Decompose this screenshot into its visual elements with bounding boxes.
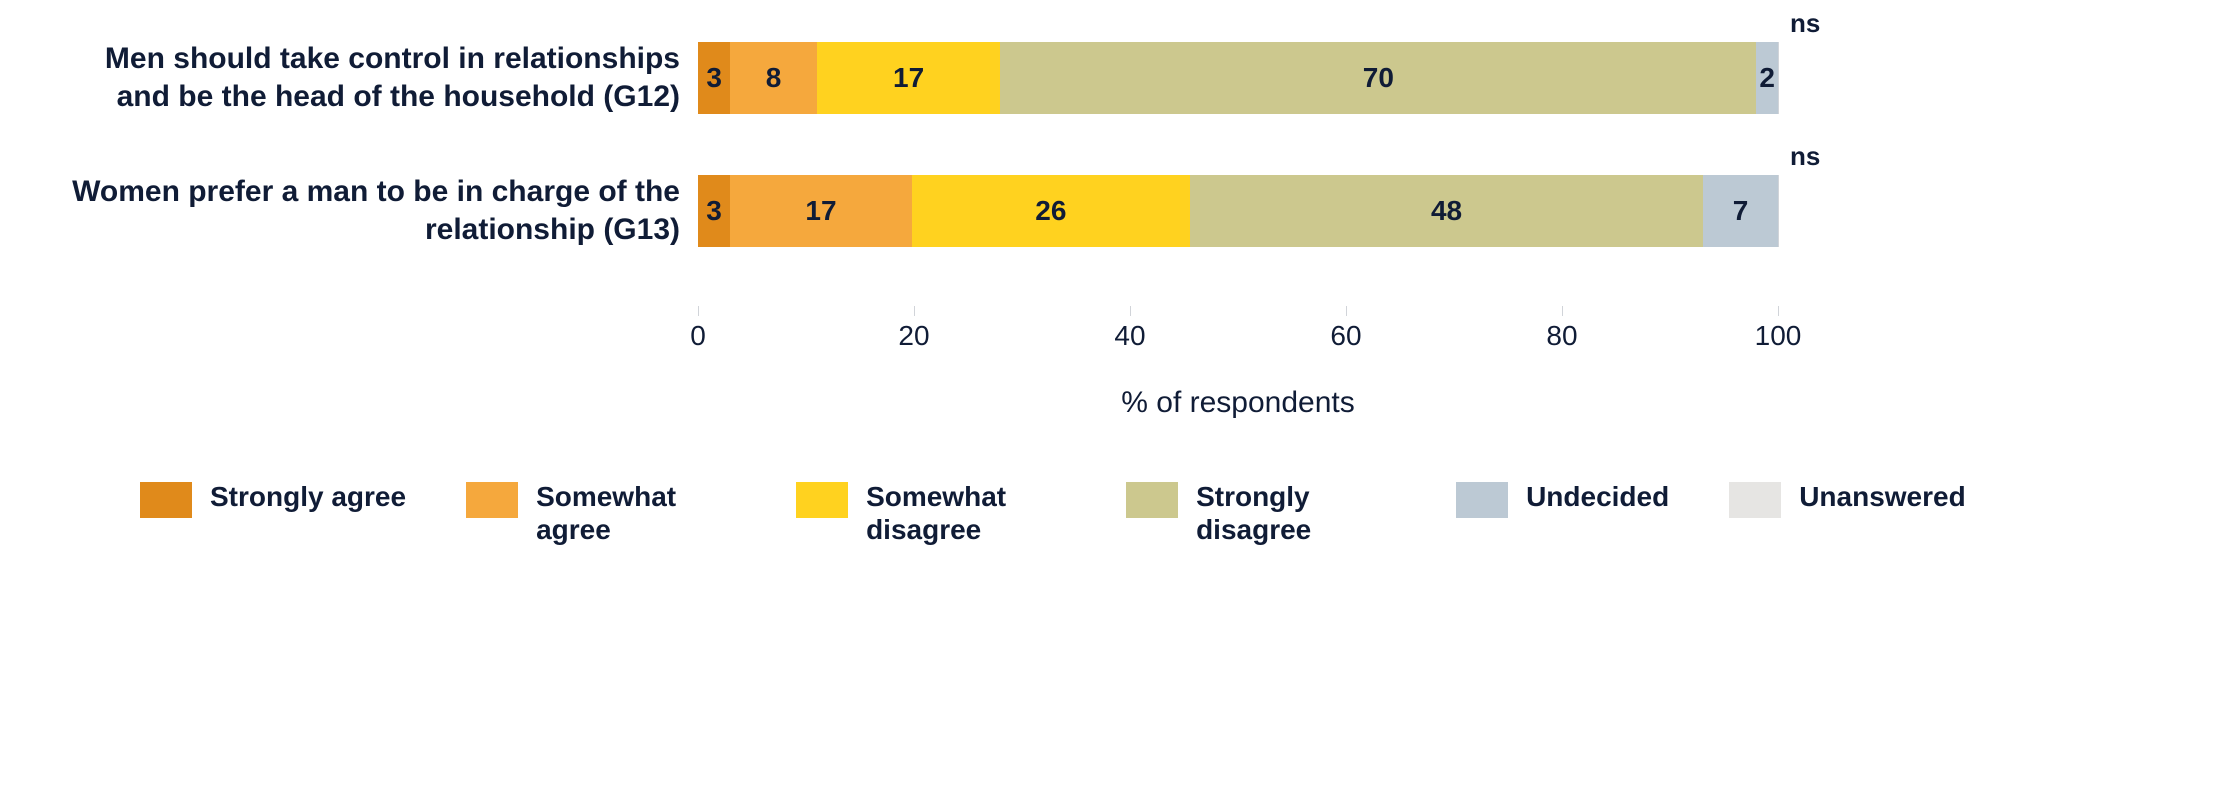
legend-item-unanswered: Unanswered	[1729, 480, 1966, 518]
row-label: Men should take control in relationships…	[60, 40, 698, 117]
x-tick-label: 80	[1546, 320, 1577, 352]
legend-swatch	[1126, 482, 1178, 518]
bar-segment-strongly_agree: 3	[698, 175, 730, 247]
chart-row: Women prefer a man to be in charge of th…	[60, 173, 2178, 250]
bar-segment-value: 3	[706, 195, 722, 227]
bar-segment-value: 3	[706, 62, 722, 94]
plot-area: 31726487 ns	[698, 175, 1778, 247]
x-tick	[914, 306, 915, 316]
legend-item-undecided: Undecided	[1456, 480, 1669, 518]
legend-swatch	[1729, 482, 1781, 518]
x-tick	[1346, 306, 1347, 316]
legend-item-somewhat_agree: Somewhat agree	[466, 480, 736, 547]
bar-segment-value: 8	[766, 62, 782, 94]
legend-label: Undecided	[1526, 480, 1669, 514]
legend-label: Somewhat disagree	[866, 480, 1066, 547]
legend-item-strongly_agree: Strongly agree	[140, 480, 406, 518]
x-tick-label: 20	[898, 320, 929, 352]
bar-segment-somewhat_disagree: 17	[817, 42, 1001, 114]
legend-item-somewhat_disagree: Somewhat disagree	[796, 480, 1066, 547]
legend-label: Somewhat agree	[536, 480, 736, 547]
legend-swatch	[466, 482, 518, 518]
legend-swatch	[1456, 482, 1508, 518]
x-tick-label: 0	[690, 320, 706, 352]
x-tick-label: 40	[1114, 320, 1145, 352]
bar-track: 3 17 26 48 7	[698, 175, 1778, 247]
bar-segment-strongly_disagree: 70	[1000, 42, 1756, 114]
bar-segment-value: 2	[1759, 62, 1775, 94]
legend-label: Strongly disagree	[1196, 480, 1396, 547]
legend: Strongly agree Somewhat agree Somewhat dis…	[60, 480, 2178, 547]
bar-segment-somewhat_agree: 8	[730, 42, 816, 114]
x-tick	[1562, 306, 1563, 316]
bar-segment-value: 17	[893, 62, 924, 94]
bar-segment-somewhat_agree: 17	[730, 175, 912, 247]
bar-segment-strongly_agree: 3	[698, 42, 730, 114]
x-axis-ticks: 020406080100	[698, 306, 1778, 376]
bar-segment-value: 26	[1035, 195, 1066, 227]
x-axis: 0 20 40 60 80 100	[60, 306, 2178, 376]
bar-segment-somewhat_disagree: 26	[912, 175, 1190, 247]
plot-area: 3817702 ns	[698, 42, 1778, 114]
bar-segment-value: 7	[1733, 195, 1749, 227]
legend-item-strongly_disagree: Strongly disagree	[1126, 480, 1396, 547]
bar-segment-undecided: 2	[1756, 42, 1778, 114]
bar-segment-value: 17	[805, 195, 836, 227]
legend-label: Strongly agree	[210, 480, 406, 514]
legend-label: Unanswered	[1799, 480, 1966, 514]
bar-segment-undecided: 7	[1703, 175, 1778, 247]
x-tick-label: 100	[1755, 320, 1802, 352]
x-tick	[1778, 306, 1779, 316]
gridline	[1778, 42, 1779, 114]
legend-swatch	[796, 482, 848, 518]
significance-annotation: ns	[1790, 141, 1820, 172]
row-label: Women prefer a man to be in charge of th…	[60, 173, 698, 250]
bar-segment-strongly_disagree: 48	[1190, 175, 1703, 247]
bar-track: 3 8 17 70 2	[698, 42, 1778, 114]
significance-annotation: ns	[1790, 8, 1820, 39]
bar-segment-value: 70	[1363, 62, 1394, 94]
x-tick	[698, 306, 699, 316]
x-axis-label: % of respondents	[698, 386, 1778, 420]
chart-row: Men should take control in relationships…	[60, 40, 2178, 117]
bar-segment-value: 48	[1431, 195, 1462, 227]
x-tick	[1130, 306, 1131, 316]
x-tick-label: 60	[1330, 320, 1361, 352]
x-axis-label-row: % of respondents	[60, 386, 2178, 420]
stacked-bar-chart: Men should take control in relationships…	[0, 0, 2238, 587]
gridline	[1778, 175, 1779, 247]
legend-swatch	[140, 482, 192, 518]
